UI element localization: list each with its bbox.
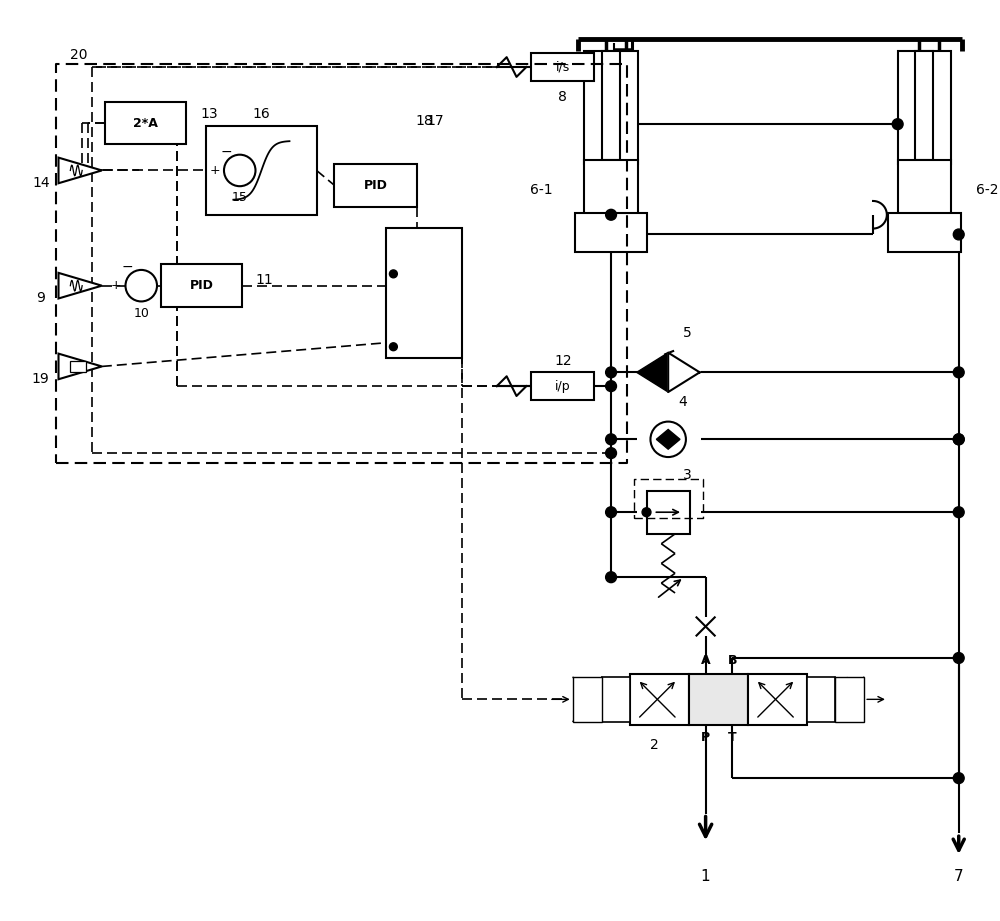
Text: 13: 13 (200, 108, 218, 122)
Text: 5: 5 (683, 326, 692, 340)
Circle shape (606, 367, 616, 378)
Text: 2: 2 (650, 738, 659, 752)
Circle shape (650, 422, 686, 457)
Bar (630, 674, 689, 725)
Bar (807, 677, 835, 722)
Text: i/s: i/s (556, 61, 570, 74)
Circle shape (389, 270, 397, 278)
Text: 14: 14 (32, 176, 50, 191)
Text: 15: 15 (232, 191, 248, 204)
Bar (898, 52, 951, 164)
Bar (573, 677, 602, 722)
Polygon shape (637, 353, 668, 392)
Bar (584, 52, 638, 164)
Text: +: + (209, 164, 220, 177)
Circle shape (606, 209, 616, 220)
Polygon shape (59, 354, 102, 379)
Circle shape (606, 572, 616, 583)
Circle shape (125, 270, 157, 301)
Bar (898, 159, 951, 215)
Circle shape (389, 343, 397, 351)
Text: 19: 19 (32, 372, 50, 386)
Text: 6-1: 6-1 (530, 183, 553, 197)
Bar (602, 52, 620, 159)
Bar (689, 674, 748, 725)
Bar (531, 372, 594, 400)
Bar (531, 53, 594, 81)
Text: P: P (701, 731, 710, 744)
Text: 3: 3 (683, 468, 692, 482)
Bar (748, 674, 807, 725)
Circle shape (953, 773, 964, 784)
Text: 2*A: 2*A (133, 117, 158, 130)
Bar (835, 677, 864, 722)
Bar (575, 213, 647, 252)
Circle shape (953, 434, 964, 445)
Text: PID: PID (189, 279, 213, 292)
Circle shape (606, 380, 616, 391)
Text: 18: 18 (415, 114, 433, 128)
Bar (647, 491, 690, 534)
Bar (206, 126, 317, 215)
Circle shape (953, 367, 964, 378)
Text: 1: 1 (701, 869, 710, 884)
Bar (334, 164, 417, 207)
Polygon shape (59, 157, 102, 183)
Circle shape (606, 434, 616, 445)
Circle shape (892, 119, 903, 130)
Bar (105, 102, 186, 144)
Text: 17: 17 (427, 114, 445, 128)
Circle shape (224, 155, 255, 186)
Text: B: B (727, 655, 737, 668)
Text: 6-2: 6-2 (976, 183, 999, 197)
Text: PID: PID (364, 179, 388, 192)
Circle shape (953, 653, 964, 663)
Bar (70, 360, 86, 372)
Text: 10: 10 (133, 307, 149, 320)
Text: 20: 20 (70, 48, 88, 63)
Text: +: + (111, 279, 122, 292)
Text: 8: 8 (558, 89, 567, 103)
Bar (161, 264, 242, 308)
Circle shape (642, 507, 651, 517)
Circle shape (606, 448, 616, 459)
Polygon shape (656, 429, 680, 449)
Text: 12: 12 (554, 354, 572, 367)
Text: 7: 7 (954, 869, 964, 884)
Circle shape (953, 507, 964, 518)
Text: −: − (122, 260, 133, 274)
Text: i/p: i/p (555, 379, 571, 392)
Text: −: − (220, 145, 232, 158)
Circle shape (953, 434, 964, 445)
Bar (386, 227, 462, 357)
Text: T: T (728, 731, 737, 744)
Bar (602, 677, 630, 722)
Bar (915, 52, 933, 159)
Polygon shape (668, 353, 700, 392)
Circle shape (953, 229, 964, 239)
Text: 16: 16 (253, 108, 270, 122)
Text: A: A (701, 655, 710, 668)
Text: 9: 9 (36, 291, 45, 306)
Bar (888, 213, 961, 252)
Polygon shape (59, 273, 102, 298)
Text: 4: 4 (678, 395, 687, 409)
Text: 11: 11 (255, 273, 273, 286)
Bar (584, 159, 638, 215)
Circle shape (606, 507, 616, 518)
